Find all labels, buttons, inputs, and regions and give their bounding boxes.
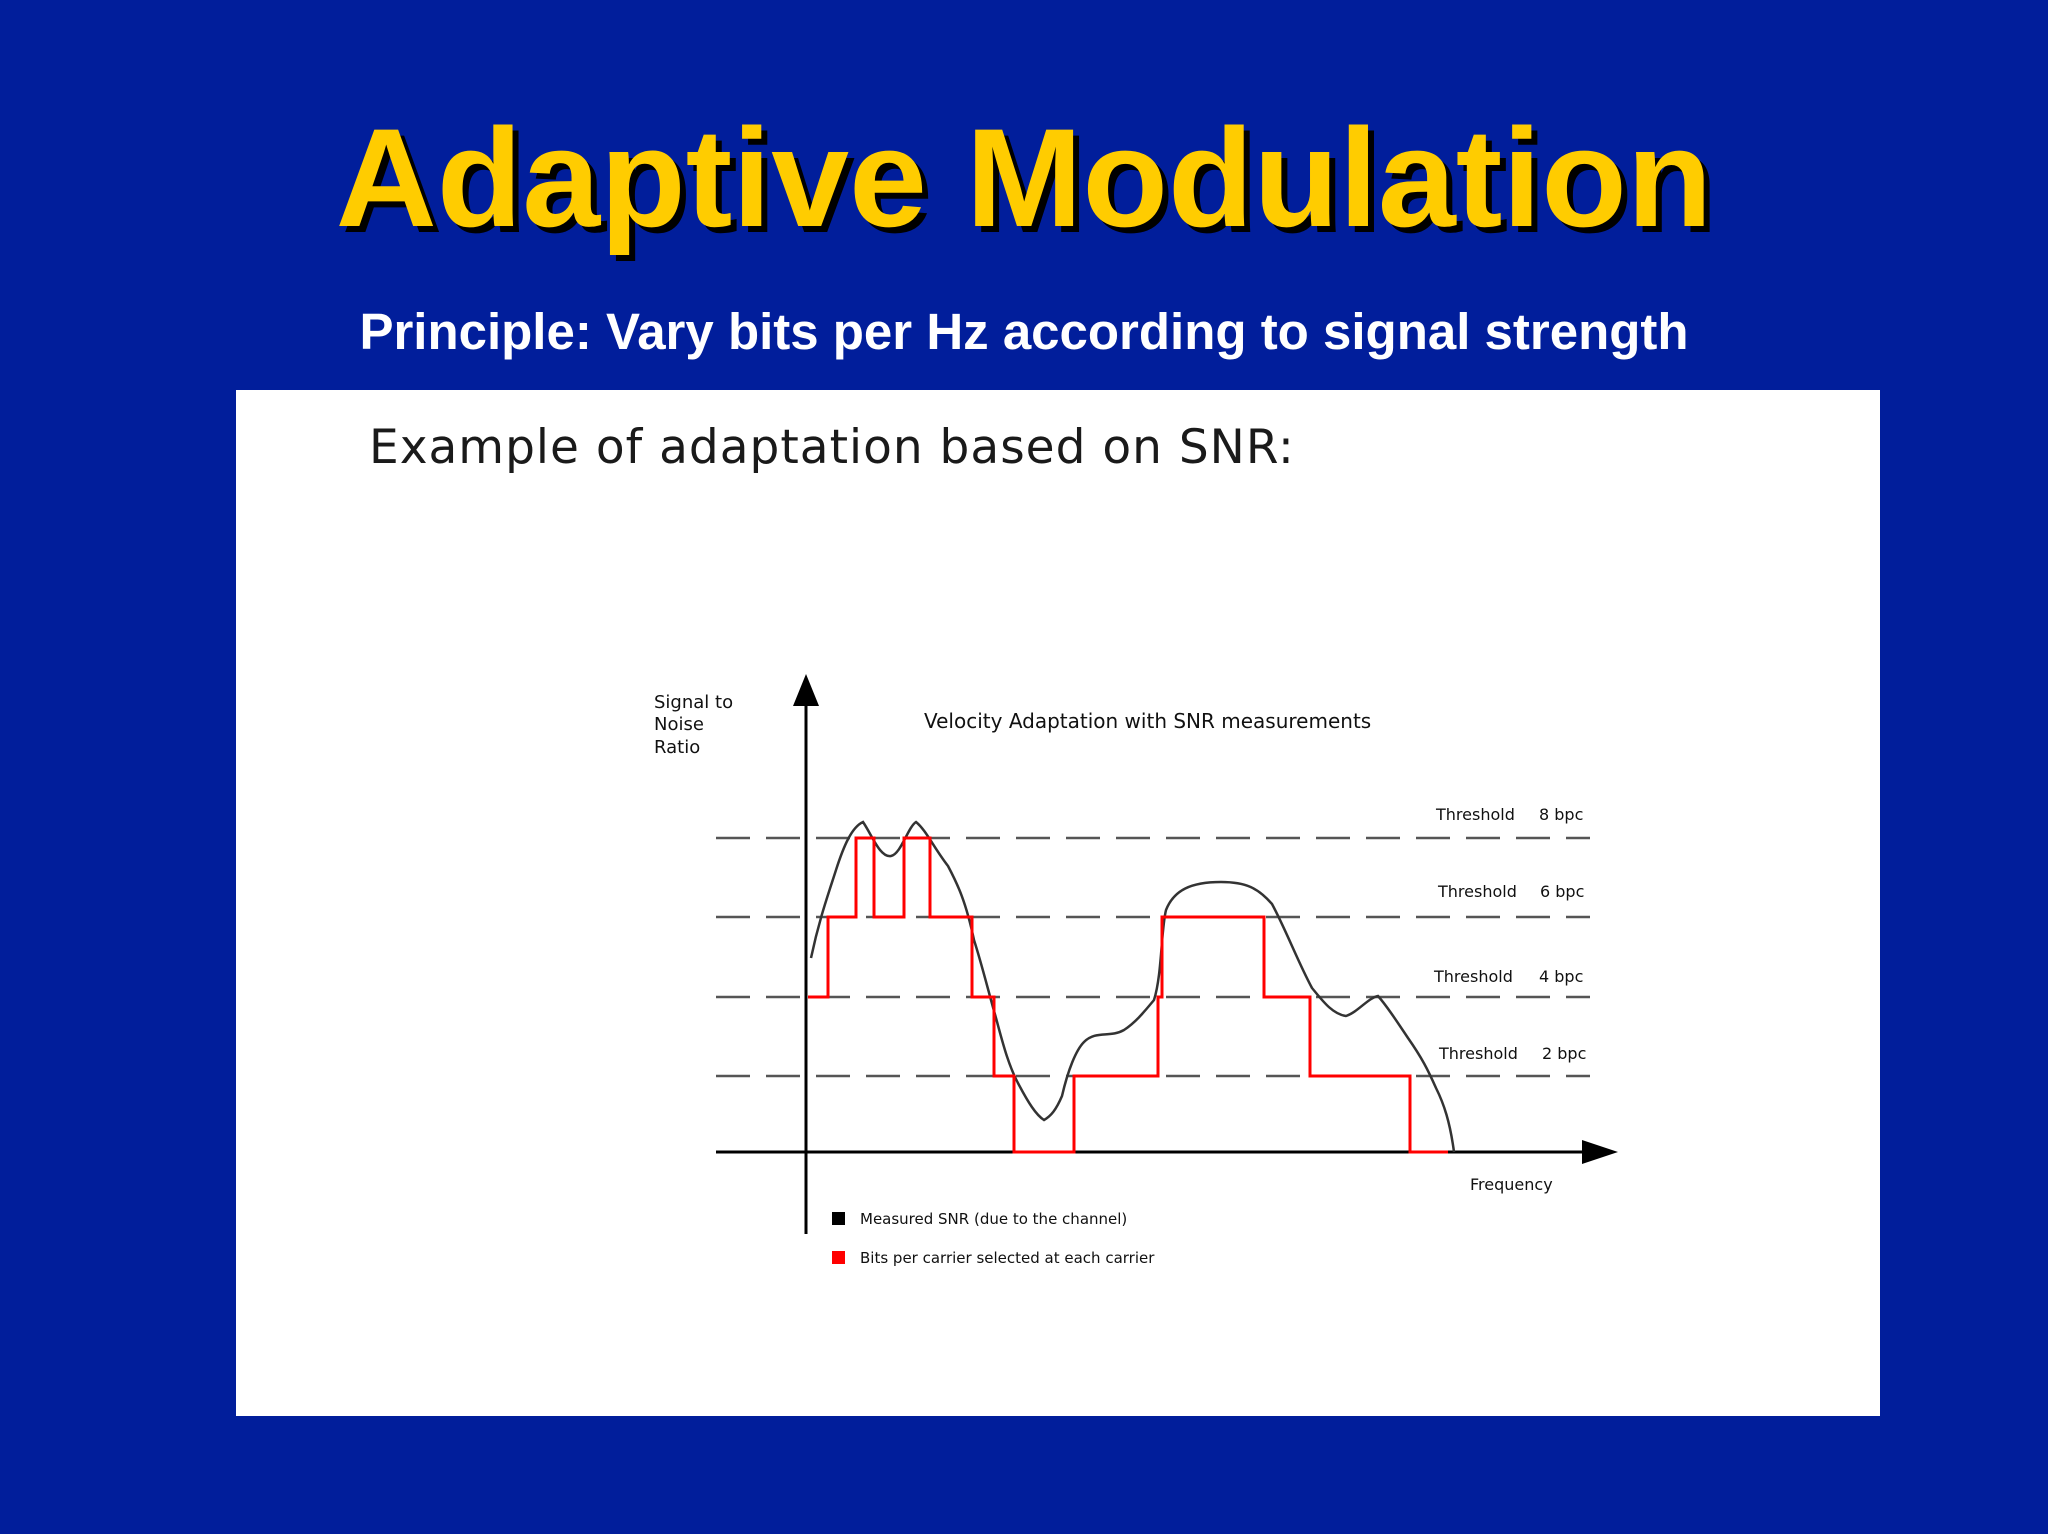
y-axis-label-line2: Noise xyxy=(654,714,704,735)
slide-subtitle: Principle: Vary bits per Hz according to… xyxy=(359,303,1689,360)
threshold-label-6bpc: Threshold xyxy=(1437,882,1517,901)
threshold-label-8bpc: Threshold xyxy=(1435,805,1515,824)
content-panel: Example of adaptation based on SNR: Velo… xyxy=(236,390,1880,1416)
bits-per-carrier-line xyxy=(808,836,1448,1154)
legend-swatch-bits xyxy=(832,1251,845,1264)
threshold-value-2bpc: 2 bpc xyxy=(1542,1044,1586,1063)
legend-swatch-snr xyxy=(832,1212,845,1225)
threshold-value-8bpc: 8 bpc xyxy=(1539,805,1583,824)
legend-label-snr: Measured SNR (due to the channel) xyxy=(860,1210,1127,1228)
y-axis-arrow xyxy=(793,674,819,706)
y-axis-label-line3: Ratio xyxy=(654,737,700,758)
example-heading: Example of adaptation based on SNR: xyxy=(369,420,1295,475)
slide-title: Adaptive Modulation xyxy=(335,99,1713,256)
x-axis-arrow xyxy=(1582,1140,1618,1164)
threshold-label-2bpc: Threshold xyxy=(1438,1044,1518,1063)
threshold-value-4bpc: 4 bpc xyxy=(1539,967,1583,986)
threshold-label-4bpc: Threshold xyxy=(1433,967,1513,986)
x-axis-label: Frequency xyxy=(1470,1175,1553,1194)
snr-diagram: Velocity Adaptation with SNR measurement… xyxy=(654,674,1618,1267)
measured-snr-curve xyxy=(809,820,1456,1153)
y-axis-label-line1: Signal to xyxy=(654,692,733,713)
threshold-lines xyxy=(716,836,1590,1078)
diagram-title: Velocity Adaptation with SNR measurement… xyxy=(924,709,1371,733)
threshold-value-6bpc: 6 bpc xyxy=(1540,882,1584,901)
legend-label-bits: Bits per carrier selected at each carrie… xyxy=(860,1249,1155,1267)
